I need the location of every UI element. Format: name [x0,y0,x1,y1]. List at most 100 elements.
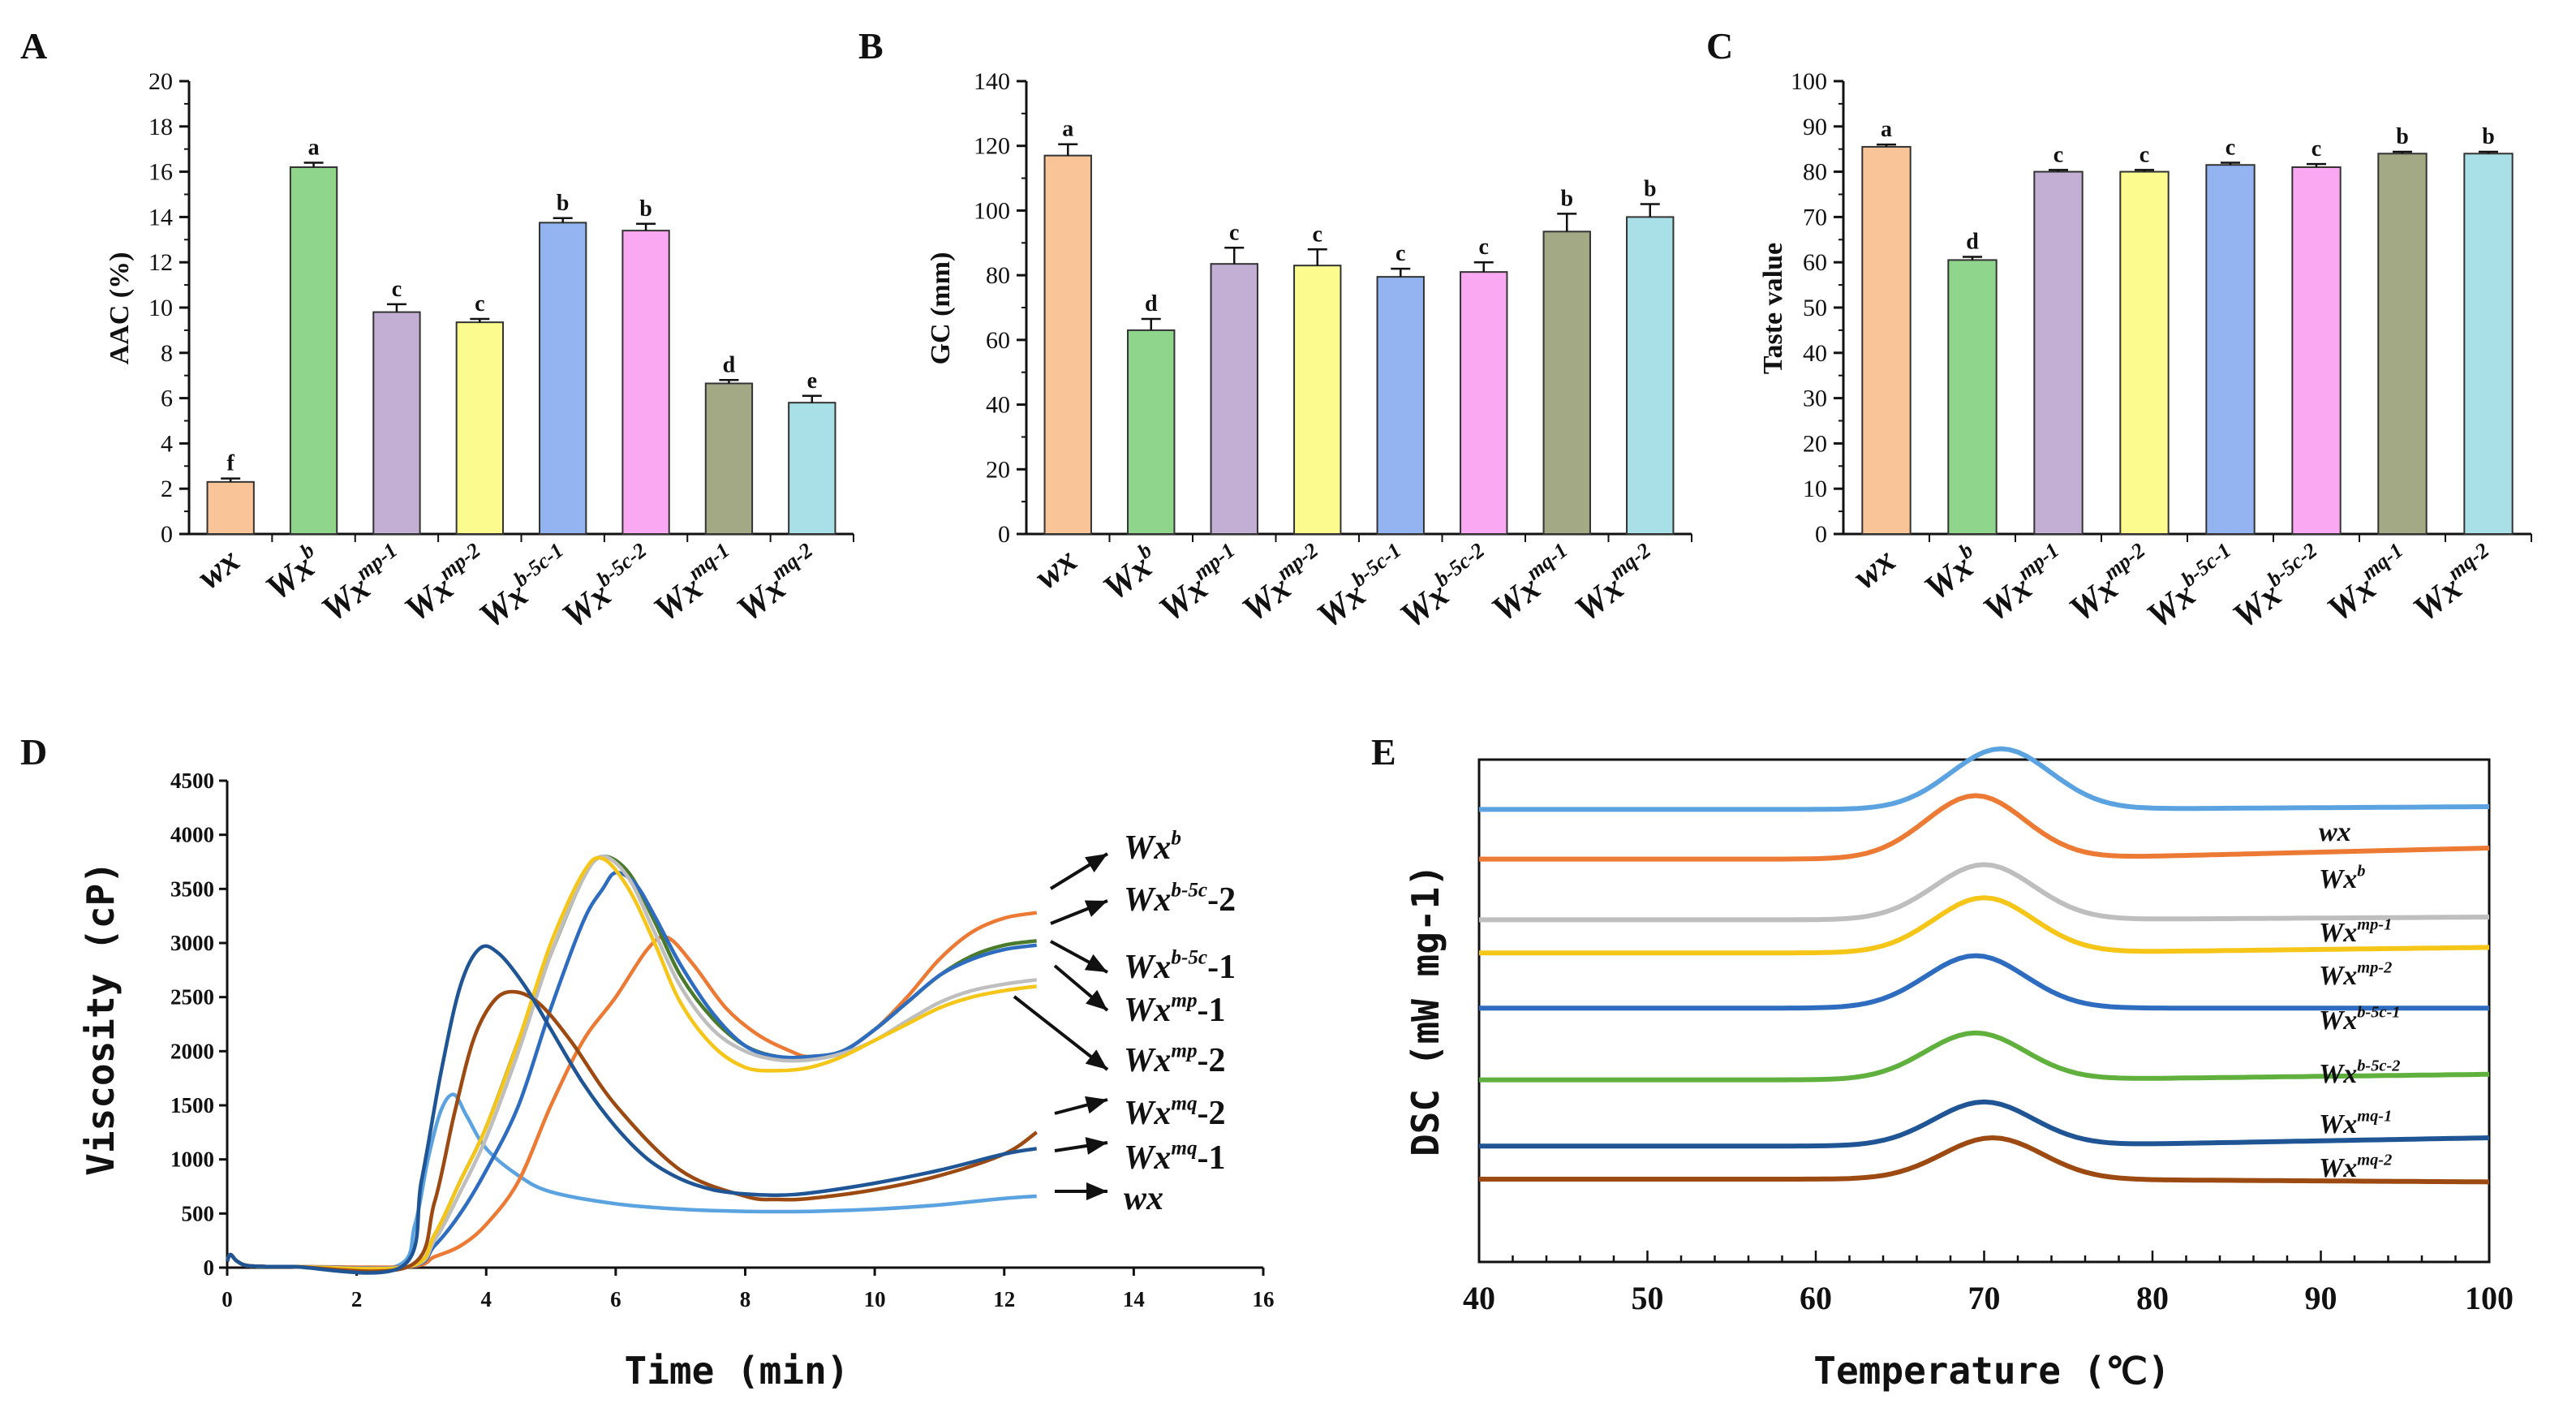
y-tick-label: 10 [1803,476,1827,502]
legend-arrowhead [1085,1096,1107,1114]
y-tick-label: 30 [1803,385,1827,412]
legend-label: Wxb [2319,863,2365,894]
x-tick-label: Wxb-5c-1 [470,538,579,636]
bar [1043,154,1092,536]
x-tick-label: 100 [2465,1280,2514,1316]
bar [2205,164,2256,535]
bar [289,166,338,536]
y-tick-label: 3500 [170,876,214,901]
y-tick-label: 500 [182,1201,215,1225]
x-tick-label: Wxb-5c-2 [2223,538,2333,636]
y-tick-label: 20 [986,456,1010,483]
x-tick-label: 80 [2136,1280,2169,1316]
significance-letter: a [1881,117,1892,142]
y-tick-label: 70 [1803,204,1827,230]
legend-label: Wxb-5c-1 [2319,1004,2400,1036]
bar [1626,216,1675,535]
bar [1127,329,1176,535]
dsc-series-line [1479,862,2490,923]
x-tick-label: 4 [481,1287,492,1311]
x-tick-label: Wxmq-1 [1482,538,1583,630]
significance-letter: b [639,196,652,222]
significance-letter: c [392,277,402,302]
legend-label: Wxmq-2 [2319,1152,2392,1183]
y-tick-label: 80 [1803,159,1827,186]
x-tick-label: Wxmp-1 [1974,538,2075,630]
legend-arrowhead [1086,1182,1107,1200]
x-tick-label: wx [1027,540,1085,596]
significance-letter: b [1560,186,1573,211]
legend-label: Wxmp-2 [2319,959,2392,991]
viscosity-series-line [225,911,1038,1269]
y-tick-label: 16 [148,159,173,186]
significance-letter: a [1062,117,1073,142]
x-tick-label: 6 [610,1287,621,1311]
legend-label: Wxmp-1 [2319,916,2392,948]
x-axis-title: Time (min) [625,1349,849,1393]
y-tick-label: 10 [148,295,173,321]
x-tick-label: 2 [351,1287,363,1311]
bar [2033,170,2084,535]
bar [1542,230,1591,535]
y-axis-title: Taste value [1758,243,1788,374]
dsc-series-line [1479,953,2489,1011]
x-tick-label: 12 [993,1287,1015,1311]
significance-letter: c [1313,222,1322,247]
significance-letter: e [807,368,817,394]
y-tick-label: 2000 [170,1039,214,1063]
y-tick-label: 4 [161,430,173,457]
y-tick-label: 80 [986,262,1010,289]
y-tick-label: 14 [148,204,173,230]
legend-arrowhead [1086,989,1107,1010]
x-tick-label: 16 [1253,1287,1275,1311]
bar [704,382,754,535]
legend-label: Wxmp-1 [1124,989,1226,1029]
y-tick-label: 40 [986,392,1010,419]
legend-arrowhead [1085,1137,1107,1155]
y-tick-label: 3000 [170,931,214,955]
y-tick-label: 4000 [170,823,214,847]
significance-letter: c [2226,135,2235,160]
legend-label: Wxmq-1 [2319,1108,2392,1139]
significance-letter: b [2482,124,2495,149]
y-tick-label: 2500 [170,985,214,1010]
viscosity-series-line [225,870,1037,1270]
y-tick-label: 1000 [170,1148,214,1172]
panel-letter: C [1706,25,1733,67]
y-axis-title: Viscosity (cP) [79,861,123,1176]
significance-letter: b [1644,176,1657,201]
x-tick-label: Wxb-5c-2 [553,538,662,636]
bar [1460,271,1508,535]
x-tick-label: Wxmp-1 [1150,538,1250,630]
x-tick-label: Wxmq-1 [644,538,745,630]
y-tick-label: 18 [148,114,173,140]
x-tick-label: Wxmq-2 [1566,538,1666,630]
significance-letter: c [1479,235,1489,260]
x-axis-title: Temperature (℃) [1813,1349,2170,1393]
y-axis-title: GC (mm) [926,252,956,365]
bar [2291,166,2342,536]
x-tick-label: 40 [1463,1280,1495,1316]
x-tick-label: 50 [1632,1280,1664,1316]
x-tick-label: Wxmp-2 [2060,538,2161,630]
viscosity-series-line [225,944,1038,1275]
legend-label: Wxmq-1 [1124,1137,1226,1177]
legend-arrowhead [1085,1049,1107,1070]
legend-label: Wxb-5c-2 [1124,879,1236,919]
legend-label: wx [2319,817,2351,847]
y-tick-label: 8 [161,340,173,367]
legend-arrowhead [1084,900,1107,917]
bar [1947,259,1998,535]
x-tick-label: 14 [1123,1287,1145,1311]
y-tick-label: 20 [148,68,173,95]
y-tick-label: 6 [161,385,173,412]
significance-letter: b [557,191,570,216]
x-tick-label: 90 [2305,1280,2337,1316]
x-tick-label: 60 [1800,1280,1832,1316]
significance-letter: d [723,352,736,377]
significance-letter: f [227,451,235,476]
y-tick-label: 60 [1803,249,1827,276]
significance-letter: c [2139,142,2149,167]
